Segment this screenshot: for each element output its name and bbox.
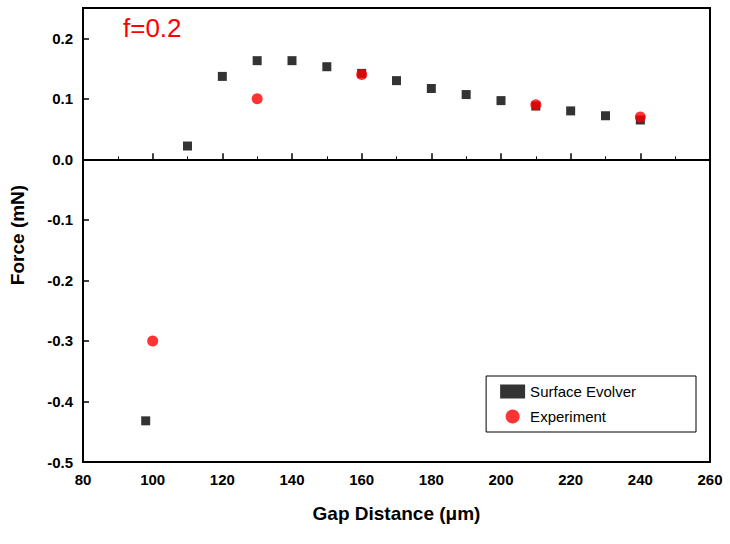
svg-text:-0.5: -0.5 <box>47 454 73 471</box>
svg-text:Experiment: Experiment <box>530 408 607 425</box>
svg-text:140: 140 <box>279 471 304 488</box>
svg-text:-0.3: -0.3 <box>47 332 73 349</box>
svg-text:0.1: 0.1 <box>52 90 73 107</box>
svg-text:160: 160 <box>349 471 374 488</box>
svg-text:240: 240 <box>628 471 653 488</box>
svg-text:80: 80 <box>75 471 92 488</box>
svg-text:Force (mN): Force (mN) <box>7 185 28 285</box>
svg-text:Surface Evolver: Surface Evolver <box>530 383 636 400</box>
svg-text:100: 100 <box>140 471 165 488</box>
svg-text:180: 180 <box>419 471 444 488</box>
svg-text:Gap Distance (μm): Gap Distance (μm) <box>313 503 481 524</box>
svg-text:-0.1: -0.1 <box>47 211 73 228</box>
svg-text:260: 260 <box>697 471 722 488</box>
svg-text:200: 200 <box>488 471 513 488</box>
svg-text:f=0.2: f=0.2 <box>123 13 182 43</box>
svg-text:120: 120 <box>210 471 235 488</box>
svg-text:-0.4: -0.4 <box>47 393 74 410</box>
svg-text:220: 220 <box>558 471 583 488</box>
svg-text:-0.2: -0.2 <box>47 272 73 289</box>
svg-text:0.0: 0.0 <box>52 151 73 168</box>
svg-text:0.2: 0.2 <box>52 30 73 47</box>
